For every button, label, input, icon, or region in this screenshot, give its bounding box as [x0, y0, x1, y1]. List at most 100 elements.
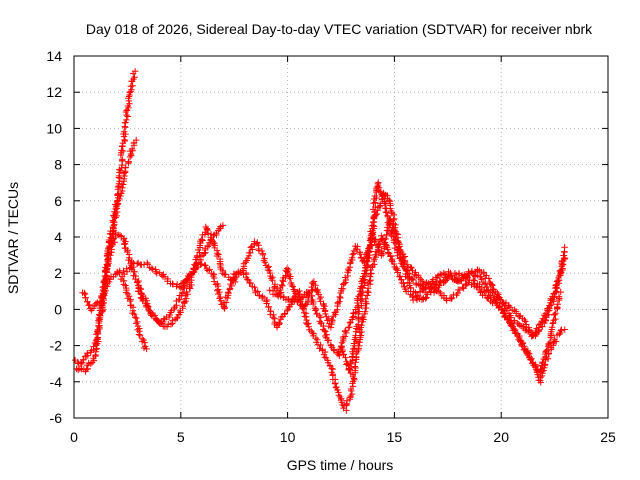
data-point-marker: [349, 348, 356, 355]
data-point-marker: [552, 282, 559, 289]
data-point-marker: [422, 295, 429, 302]
x-axis-title: GPS time / hours: [287, 457, 394, 473]
data-point-marker: [409, 276, 417, 284]
data-point-marker: [334, 299, 342, 306]
data-point-marker: [78, 359, 86, 366]
data-point-marker: [341, 274, 349, 281]
data-point-marker: [561, 243, 568, 251]
data-point-marker: [74, 358, 81, 366]
data-point-marker: [364, 287, 371, 295]
data-point-marker: [288, 281, 295, 289]
data-point-marker: [346, 323, 353, 331]
data-point-marker: [350, 375, 358, 382]
data-point-marker: [331, 380, 339, 387]
data-point-marker: [110, 219, 117, 226]
data-point-marker: [539, 358, 546, 366]
data-point-marker: [119, 156, 126, 163]
data-point-marker: [336, 293, 343, 301]
data-point-marker: [230, 275, 237, 282]
data-point-marker: [408, 275, 416, 282]
data-point-marker: [345, 267, 353, 274]
data-point-marker: [341, 328, 349, 335]
data-point-marker: [349, 357, 356, 364]
data-point-marker: [204, 226, 211, 234]
data-point-marker: [81, 289, 88, 297]
data-point-marker: [357, 296, 364, 303]
data-point-marker: [205, 239, 213, 246]
data-point-marker: [323, 331, 330, 338]
data-point-marker: [327, 342, 335, 349]
data-point-marker: [317, 341, 324, 349]
data-point-marker: [330, 346, 337, 353]
data-point-marker: [453, 271, 460, 279]
data-point-marker: [116, 195, 123, 203]
data-point-marker: [305, 320, 312, 327]
data-point-marker: [391, 215, 398, 222]
data-point-marker: [113, 212, 120, 220]
series-track-8: [338, 189, 564, 377]
data-point-marker: [149, 312, 157, 320]
data-point-marker: [289, 283, 296, 290]
data-point-marker: [269, 277, 276, 284]
data-point-marker: [435, 288, 443, 295]
data-point-marker: [340, 280, 348, 287]
data-point-marker: [80, 356, 87, 363]
data-point-marker: [427, 288, 434, 295]
data-point-marker: [555, 293, 563, 300]
data-point-marker: [82, 294, 89, 301]
data-point-marker: [539, 323, 546, 330]
data-point-marker: [111, 238, 118, 246]
data-point-marker: [204, 230, 212, 237]
data-point-marker: [254, 288, 261, 295]
data-point-marker: [356, 250, 364, 258]
data-point-marker: [537, 374, 544, 381]
data-point-marker: [561, 255, 568, 263]
data-point-marker: [137, 285, 144, 292]
data-point-marker: [350, 345, 357, 353]
data-point-marker: [336, 352, 343, 359]
data-point-marker: [114, 191, 121, 198]
data-point-marker: [268, 275, 275, 282]
data-point-marker: [144, 259, 151, 267]
data-point-marker: [377, 188, 384, 196]
data-point-marker: [152, 268, 160, 275]
y-tick-label: 4: [54, 229, 62, 245]
data-point-marker: [225, 289, 232, 297]
data-point-marker: [132, 314, 139, 321]
data-point-marker: [231, 271, 239, 278]
data-point-marker: [127, 260, 134, 267]
data-point-marker: [346, 319, 354, 327]
data-point-marker: [135, 331, 143, 338]
data-point-marker: [114, 197, 122, 204]
data-point-marker: [347, 369, 354, 377]
data-point-marker: [348, 254, 356, 261]
data-point-marker: [376, 200, 384, 207]
data-point-marker: [494, 289, 501, 297]
data-point-marker: [340, 351, 348, 358]
data-point-marker: [423, 281, 431, 288]
data-point-marker: [398, 276, 405, 284]
data-point-marker: [352, 337, 360, 345]
y-tick-label: 2: [54, 265, 62, 281]
data-point-marker: [371, 192, 379, 200]
data-point-marker: [351, 363, 359, 370]
data-point-marker: [441, 278, 449, 286]
data-point-marker: [265, 263, 272, 270]
data-point-marker: [148, 265, 156, 272]
y-tick-label: 12: [46, 84, 62, 100]
data-point-marker: [122, 164, 129, 171]
y-axis-title: SDTVAR / TECUs: [5, 182, 21, 294]
data-point-marker: [87, 360, 95, 368]
data-point-marker: [126, 153, 134, 161]
data-point-marker: [286, 275, 294, 282]
data-point-marker: [94, 299, 101, 306]
data-point-marker: [556, 331, 563, 338]
data-point-marker: [233, 270, 240, 277]
data-point-marker: [384, 227, 392, 234]
data-point-marker: [364, 261, 372, 269]
chart-title: Day 018 of 2026, Sidereal Day-to-day VTE…: [86, 21, 593, 37]
data-point-marker: [383, 209, 390, 216]
data-point-marker: [77, 360, 85, 368]
data-point-marker: [379, 250, 387, 258]
data-point-marker: [386, 218, 393, 225]
